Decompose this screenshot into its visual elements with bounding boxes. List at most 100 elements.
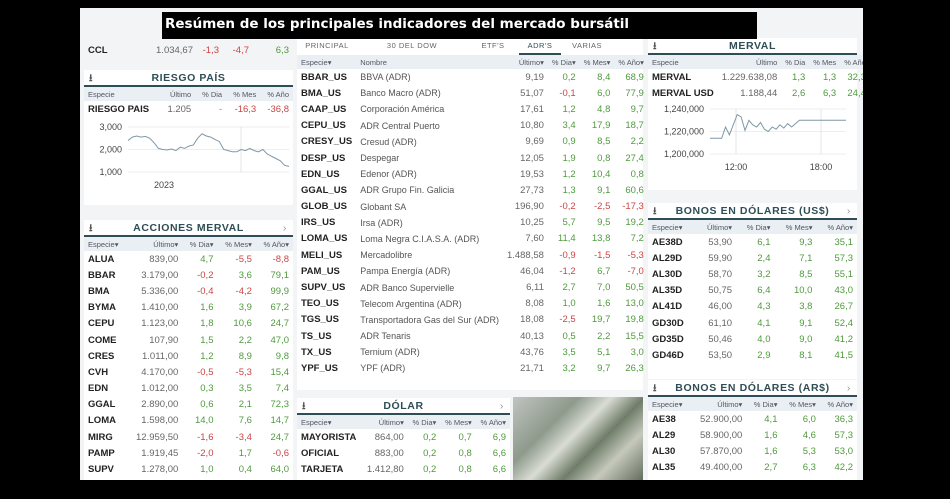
- table-row[interactable]: CRESY_US Cresud (ADR) 9,69 0,9 8,5 2,2: [297, 134, 648, 150]
- table-row[interactable]: AL41D 46,00 4,3 3,8 26,7: [648, 299, 857, 315]
- column-header[interactable]: Especie: [648, 55, 718, 69]
- chevron-right-icon[interactable]: ›: [499, 400, 504, 412]
- table-row[interactable]: CRES 1.011,00 1,2 8,9 9,8: [84, 348, 293, 364]
- table-row[interactable]: PAM_US Pampa Energía (ADR) 46,04 -1,2 6,7 -7,…: [297, 263, 648, 279]
- table-row[interactable]: CEPU 1.123,00 1,8 10,6 24,7: [84, 316, 293, 332]
- column-header[interactable]: % Año▾: [614, 55, 648, 69]
- download-icon[interactable]: ⭳: [653, 206, 658, 217]
- column-header[interactable]: Último▾: [361, 415, 408, 429]
- column-header[interactable]: Último▾: [690, 397, 747, 411]
- chevron-right-icon[interactable]: ›: [282, 222, 287, 234]
- table-row[interactable]: AL30D 58,70 3,2 8,5 55,1: [648, 266, 857, 282]
- table-row[interactable]: AE38D 53,90 6,1 9,3 35,1: [648, 234, 857, 250]
- table-row[interactable]: GGAL 2.890,00 0,6 2,1 72,3: [84, 397, 293, 413]
- column-header[interactable]: Último▾: [126, 237, 183, 251]
- column-header[interactable]: Especie▾: [297, 55, 357, 69]
- table-row[interactable]: TS_US ADR Tenaris 40,13 0,5 2,2 15,5: [297, 328, 648, 344]
- table-row[interactable]: LOMA_US Loma Negra C.I.A.S.A. (ADR) 7,60 11…: [297, 231, 648, 247]
- table-row[interactable]: GD46D 53,50 2,9 8,1 41,5: [648, 347, 857, 363]
- download-icon[interactable]: ⭳: [89, 73, 94, 84]
- column-header[interactable]: % Año▾: [816, 220, 857, 234]
- column-header[interactable]: % Año▾: [475, 415, 510, 429]
- table-row[interactable]: BBAR_US BBVA (ADR) 9,19 0,2 8,4 68,9: [297, 69, 648, 85]
- column-header[interactable]: Especie▾: [648, 397, 691, 411]
- column-header[interactable]: % Dia: [195, 87, 227, 101]
- table-row[interactable]: AL29 58.900,00 1,6 4,6 57,3: [648, 427, 857, 443]
- table-row[interactable]: CAAP_US Corporación América 17,61 1,2 4,8 9,7: [297, 101, 648, 117]
- column-header[interactable]: % Mes▾: [217, 237, 256, 251]
- column-header[interactable]: % Dia▾: [547, 55, 580, 69]
- column-header[interactable]: % Mes▾: [774, 220, 817, 234]
- table-row[interactable]: GGAL_US ADR Grupo Fin. Galicia 27,73 1,3 9,1…: [297, 182, 648, 198]
- column-header[interactable]: Especie▾: [84, 237, 127, 251]
- download-icon[interactable]: ⭳: [653, 383, 658, 394]
- column-header[interactable]: % Dia: [781, 55, 810, 69]
- table-row[interactable]: BMA 5.336,00 -0,4 -4,2 99,9: [84, 283, 293, 299]
- column-header[interactable]: % Mes▾: [579, 55, 615, 69]
- column-header[interactable]: % Dia▾: [736, 220, 775, 234]
- table-row[interactable]: IRS_US Irsa (ADR) 10,25 5,7 9,5 19,2: [297, 215, 648, 231]
- table-row[interactable]: MELI_US Mercadolibre 1.488,58 -0,9 -1,5 -5,3: [297, 247, 648, 263]
- download-icon[interactable]: ⭳: [89, 223, 94, 234]
- tab-principal[interactable]: PRINCIPAL: [305, 41, 349, 50]
- table-row[interactable]: ALUA 839,00 4,7 -5,5 -8,8: [84, 251, 293, 267]
- column-header[interactable]: % Dia▾: [407, 415, 441, 429]
- tab-adr-s[interactable]: ADR'S: [519, 38, 561, 55]
- table-row[interactable]: AL29D 59,90 2,4 7,1 57,3: [648, 250, 857, 266]
- table-row[interactable]: COME 107,90 1,5 2,2 47,0: [84, 332, 293, 348]
- table-row[interactable]: AL30 57.870,00 1,6 5,3 53,0: [648, 443, 857, 459]
- column-header[interactable]: Último▾: [502, 55, 548, 69]
- column-header[interactable]: % Dia▾: [746, 397, 782, 411]
- table-row[interactable]: AL35D 50,75 6,4 10,0 43,0: [648, 283, 857, 299]
- column-header[interactable]: % Año: [260, 87, 293, 101]
- column-header[interactable]: % Mes▾: [781, 397, 820, 411]
- table-row[interactable]: AL35 49.400,00 2,7 6,3 42,2: [648, 460, 857, 476]
- table-row[interactable]: BYMA 1.410,00 1,6 3,9 67,2: [84, 300, 293, 316]
- table-row[interactable]: BMA_US Banco Macro (ADR) 51,07 -0,1 6,0 77,9: [297, 85, 648, 101]
- tab-30-del-dow[interactable]: 30 DEL DOW: [386, 41, 438, 50]
- chevron-right-icon[interactable]: ›: [846, 205, 851, 217]
- tab-etf-s[interactable]: ETF'S: [481, 41, 505, 50]
- table-row[interactable]: CEPU_US ADR Central Puerto 10,80 3,4 17,9 18,…: [297, 118, 648, 134]
- table-row[interactable]: EDN 1.012,00 0,3 3,5 7,4: [84, 381, 293, 397]
- table-row[interactable]: CVH 4.170,00 -0,5 -5,3 15,4: [84, 364, 293, 380]
- column-header[interactable]: % Año▾: [819, 397, 857, 411]
- table-row[interactable]: MERVAL 1.229.638,08 1,3 1,3 32,3: [648, 69, 863, 85]
- table-row[interactable]: PAMP 1.919,45 -2,0 1,7 -0,6: [84, 445, 293, 461]
- table-row[interactable]: TX_US Ternium (ADR) 43,76 3,5 5,1 3,0: [297, 344, 648, 360]
- table-row[interactable]: OFICIAL 883,00 0,2 0,8 6,6: [297, 445, 510, 461]
- table-row[interactable]: EDN_US Edenor (ADR) 19,53 1,2 10,4 0,8: [297, 166, 648, 182]
- column-header[interactable]: Especie▾: [648, 220, 697, 234]
- column-header[interactable]: % Dia▾: [182, 237, 218, 251]
- table-row[interactable]: MAYORISTA 864,00 0,2 0,7 6,9: [297, 429, 510, 445]
- table-row[interactable]: TARJETA 1.412,80 0,2 0,8 6,6: [297, 461, 510, 477]
- table-row[interactable]: YPF_US YPF (ADR) 21,71 3,2 9,7 26,3: [297, 360, 648, 376]
- column-header[interactable]: % Año▾: [255, 237, 293, 251]
- column-header[interactable]: % Mes: [226, 87, 261, 101]
- column-header[interactable]: Último: [717, 55, 782, 69]
- table-row[interactable]: AE38 52.900,00 4,1 6,0 36,3: [648, 411, 857, 427]
- table-row[interactable]: GLOB_US Globant SA 196,90 -0,2 -2,5 -17,3: [297, 199, 648, 215]
- table-row[interactable]: MERVAL USD 1.188,44 2,6 6,3 24,4: [648, 85, 863, 101]
- column-header[interactable]: Especie▾: [297, 415, 362, 429]
- column-header[interactable]: % Mes: [809, 55, 841, 69]
- download-icon[interactable]: ⭳: [302, 401, 307, 412]
- table-row[interactable]: BBAR 3.179,00 -0,2 3,6 79,1: [84, 267, 293, 283]
- download-icon[interactable]: ⭳: [653, 41, 658, 52]
- table-row[interactable]: SUPV_US ADR Banco Supervielle 6,11 2,7 7,0 50…: [297, 279, 648, 295]
- column-header[interactable]: Nombre: [356, 55, 503, 69]
- table-row[interactable]: GD30D 61,10 4,1 9,1 52,4: [648, 315, 857, 331]
- table-row[interactable]: DESP_US Despegar 12,05 1,9 0,8 27,4: [297, 150, 648, 166]
- column-header[interactable]: Especie: [84, 87, 161, 101]
- column-header[interactable]: Último▾: [696, 220, 737, 234]
- table-row[interactable]: TEO_US Telecom Argentina (ADR) 8,08 1,0 1,6 1…: [297, 296, 648, 312]
- table-row[interactable]: SUPV 1.278,00 1,0 0,4 64,0: [84, 461, 293, 477]
- table-row[interactable]: MIRG 12.959,50 -1,6 -3,4 24,7: [84, 429, 293, 445]
- column-header[interactable]: % Mes▾: [440, 415, 476, 429]
- table-row[interactable]: GD35D 50,46 4,0 9,0 41,2: [648, 331, 857, 347]
- column-header[interactable]: Último: [160, 87, 196, 101]
- tab-varias[interactable]: VARIAS: [572, 41, 602, 50]
- column-header[interactable]: % Año: [840, 55, 863, 69]
- table-row[interactable]: TGS_US Transportadora Gas del Sur (ADR) 18…: [297, 312, 648, 328]
- table-row[interactable]: LOMA 1.598,00 14,0 7,6 14,7: [84, 413, 293, 429]
